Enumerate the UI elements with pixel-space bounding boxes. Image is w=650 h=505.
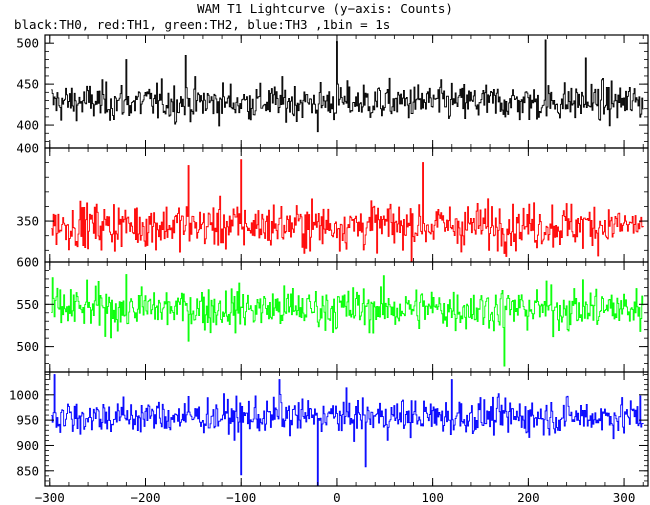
panel-frame-th1 (44, 147, 649, 263)
x-tick-label: 200 (517, 490, 540, 505)
y-tick-label: 900 (16, 438, 39, 453)
y-tick-label: 400 (16, 141, 39, 156)
y-tick-label: 400 (16, 118, 39, 133)
x-tick-label: 300 (613, 490, 636, 505)
series-line-th2 (51, 274, 644, 367)
x-tick-label: 100 (421, 490, 444, 505)
x-tick-label: −100 (226, 490, 256, 505)
y-tick-label: 350 (16, 214, 39, 229)
y-tick-label: 1000 (9, 387, 39, 402)
series-line-th3 (51, 374, 644, 486)
x-tick-label: −200 (130, 490, 160, 505)
chart-subtitle: black:TH0, red:TH1, green:TH2, blue:TH3 … (14, 17, 391, 32)
panel-frame-th0 (44, 34, 649, 149)
x-tick-label: −300 (35, 490, 65, 505)
panel-frame-th3 (44, 371, 649, 487)
series-line-th1 (51, 159, 644, 262)
y-tick-label: 450 (16, 77, 39, 92)
y-tick-label: 500 (16, 36, 39, 51)
y-tick-label: 850 (16, 463, 39, 478)
chart-title: WAM T1 Lightcurve (y−axis: Counts) (197, 1, 453, 16)
y-tick-label: 500 (16, 339, 39, 354)
series-line-th0 (51, 39, 644, 133)
x-tick-label: 0 (333, 490, 341, 505)
y-tick-label: 600 (16, 255, 39, 270)
y-tick-label: 950 (16, 413, 39, 428)
y-tick-label: 550 (16, 297, 39, 312)
